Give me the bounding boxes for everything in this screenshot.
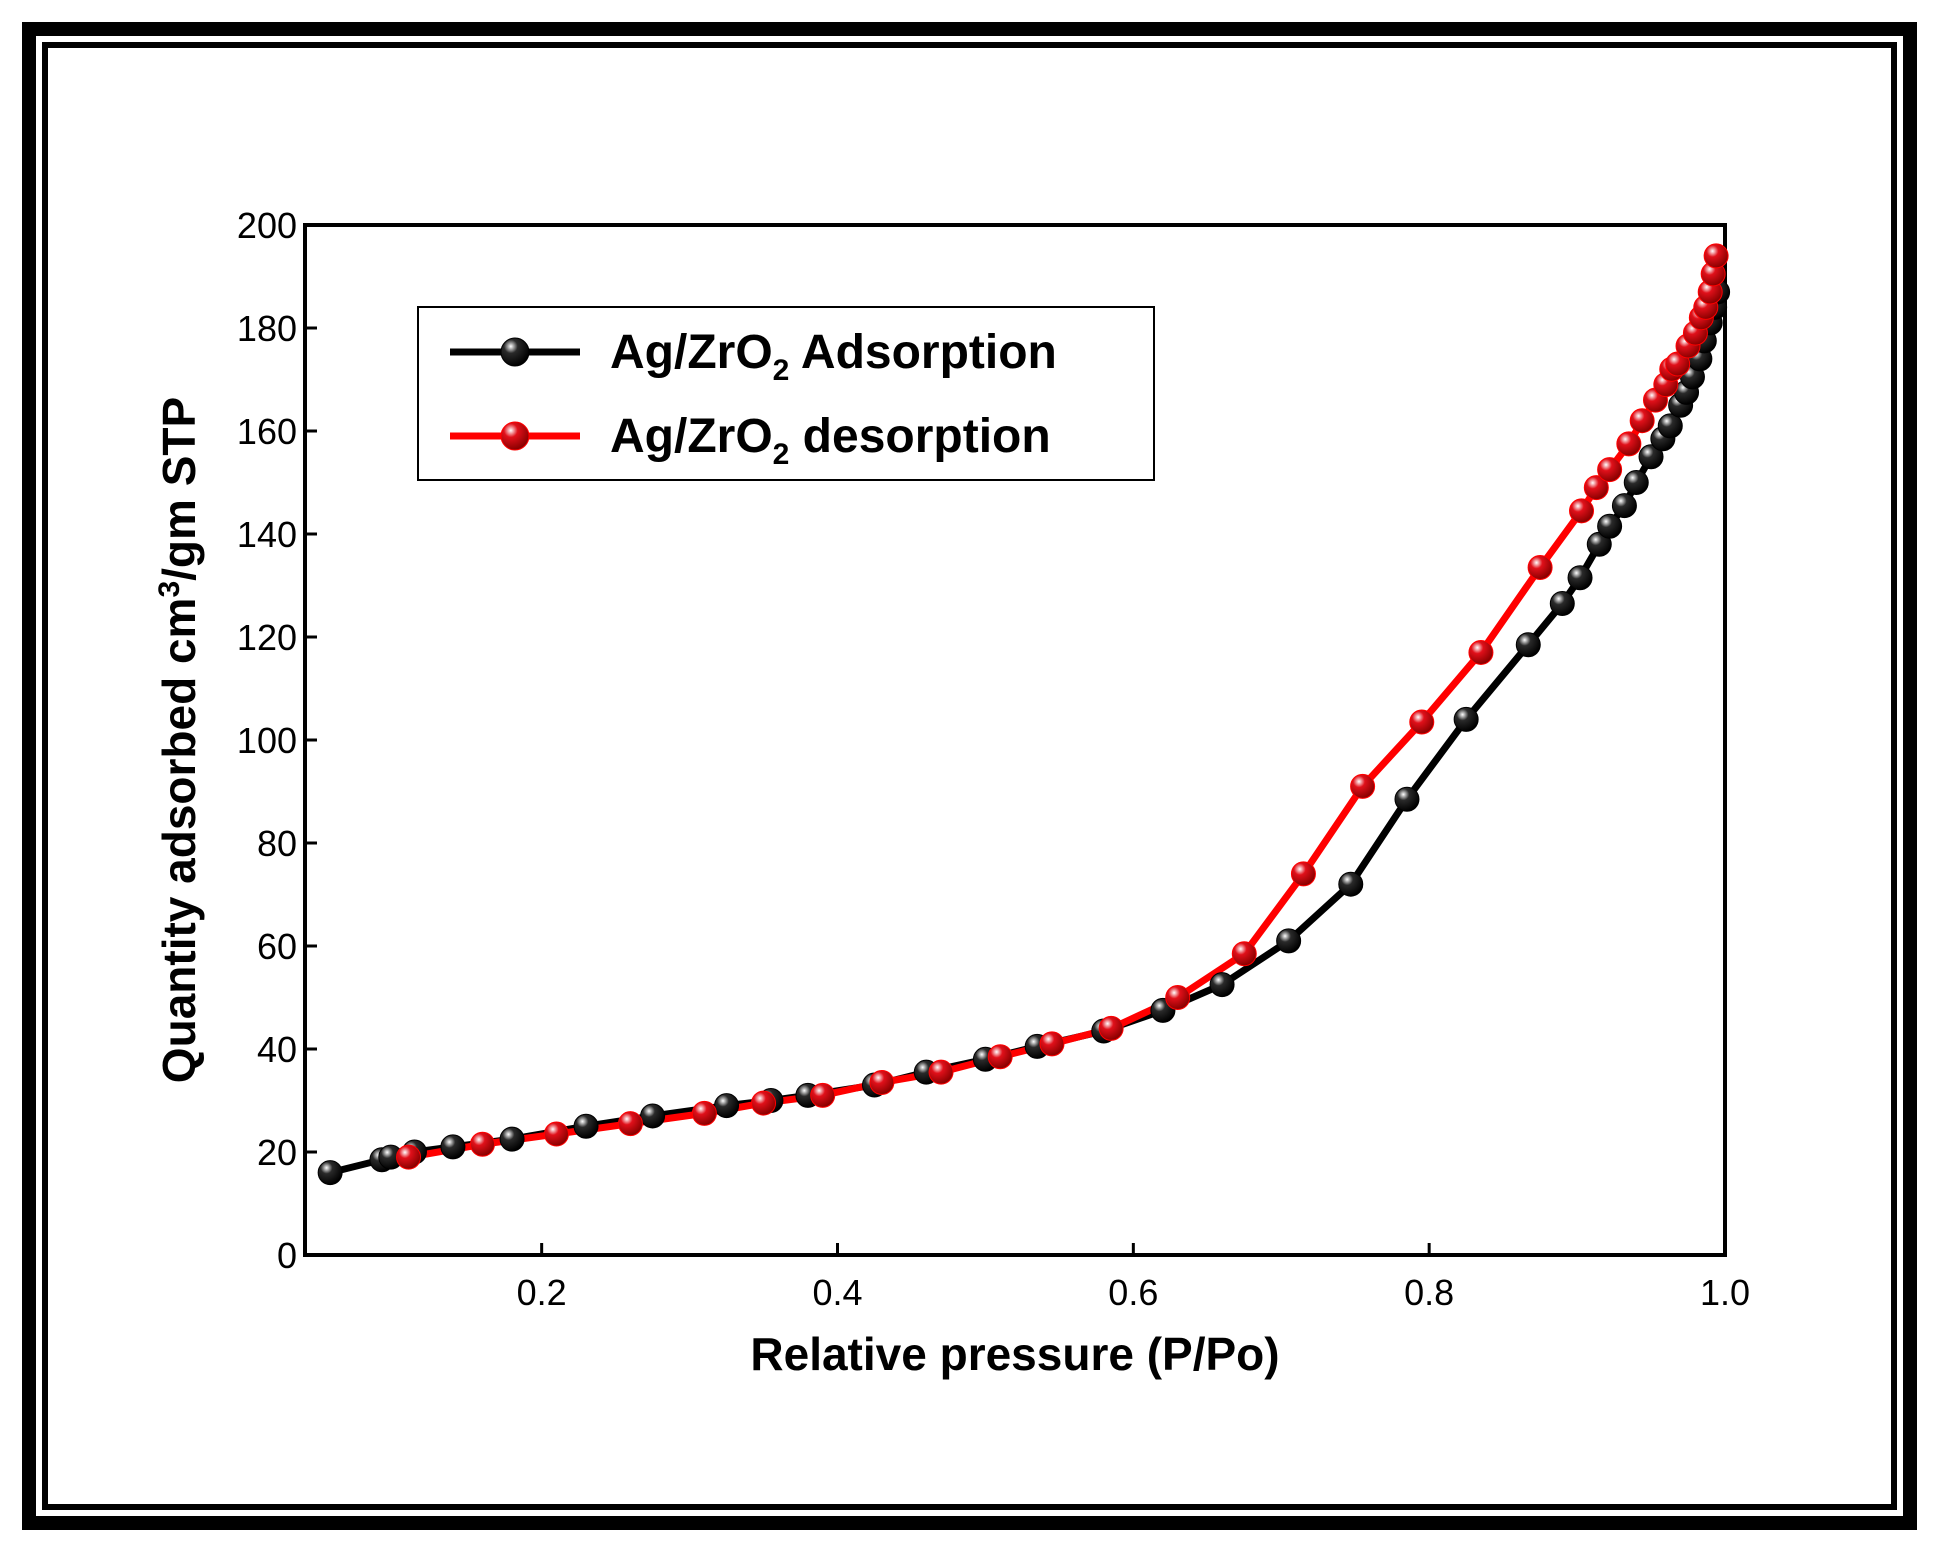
data-point-1: [1597, 457, 1623, 483]
data-point-1: [691, 1100, 717, 1126]
data-point-1: [1039, 1031, 1065, 1057]
y-tick-label: 60: [257, 926, 297, 967]
legend-box: [417, 306, 1155, 481]
legend-adsorption-label-pre: Ag/ZrO: [610, 326, 773, 379]
data-point-1: [1616, 431, 1642, 457]
x-tick-label: 0.8: [1404, 1272, 1454, 1313]
data-point-0: [573, 1113, 599, 1139]
data-point-1: [1703, 243, 1729, 269]
data-point-0: [1549, 591, 1575, 617]
data-point-1: [987, 1044, 1013, 1070]
data-point-1: [751, 1090, 777, 1116]
x-axis-title: Relative pressure (P/Po): [750, 1328, 1279, 1380]
inner-border-frame: [42, 42, 1897, 1510]
legend-adsorption-label: Ag/ZrO2 Adsorption: [610, 326, 1057, 387]
y-tick-label: 100: [237, 720, 297, 761]
legend-desorption-label-pre: Ag/ZrO: [610, 410, 773, 463]
y-tick-labels: 0 20 40 60 80 100 120 140 160 180 200: [237, 205, 297, 1276]
y-tick-label: 120: [237, 617, 297, 658]
data-point-1: [1468, 639, 1494, 665]
data-point-0: [317, 1160, 343, 1186]
data-point-1: [396, 1144, 422, 1170]
legend-adsorption-marker: [500, 337, 530, 367]
x-tick-label: 0.2: [517, 1272, 567, 1313]
data-point-1: [1583, 475, 1609, 501]
data-point-1: [928, 1059, 954, 1085]
y-tick-label: 0: [277, 1235, 297, 1276]
data-point-1: [1629, 408, 1655, 434]
data-point-0: [1638, 444, 1664, 470]
series-layer: [317, 243, 1731, 1186]
data-point-1: [869, 1069, 895, 1095]
data-point-0: [1276, 928, 1302, 954]
y-tick-label: 180: [237, 308, 297, 349]
y-tick-label: 200: [237, 205, 297, 246]
data-point-0: [1611, 493, 1637, 519]
data-point-1: [1098, 1015, 1124, 1041]
data-point-0: [1597, 513, 1623, 539]
y-axis-title: Quantity adsorbed cm3/gm STP: [153, 397, 206, 1083]
data-point-0: [640, 1103, 666, 1129]
y-tick-label: 80: [257, 823, 297, 864]
legend-adsorption-label-post: Adsorption: [789, 326, 1057, 379]
data-point-0: [1515, 632, 1541, 658]
legend-desorption-label-post: desorption: [789, 410, 1050, 463]
data-point-0: [714, 1093, 740, 1119]
plot-area-frame: [303, 223, 1727, 1257]
x-tick-label: 1.0: [1700, 1272, 1750, 1313]
data-point-1: [1165, 985, 1191, 1010]
y-tick-label: 140: [237, 514, 297, 555]
data-point-0: [1209, 972, 1235, 998]
x-tick-label: 0.6: [1108, 1272, 1158, 1313]
y-axis-title-main: Quantity adsorbed cm: [153, 598, 205, 1084]
y-tick-label: 40: [257, 1029, 297, 1070]
outer-border-frame: [22, 22, 1917, 1530]
legend-desorption-label: Ag/ZrO2 desorption: [610, 410, 1051, 471]
legend-desorption-label-sub: 2: [773, 438, 790, 471]
y-axis-title-superscript: 3: [153, 581, 186, 598]
data-point-1: [1527, 554, 1553, 580]
data-point-1: [617, 1111, 643, 1137]
data-point-1: [470, 1131, 495, 1157]
data-point-1: [543, 1121, 569, 1147]
data-point-1: [1409, 709, 1435, 735]
legend-adsorption-label-sub: 2: [773, 354, 790, 387]
data-point-1: [1350, 773, 1376, 799]
data-point-0: [1623, 470, 1649, 495]
legend-desorption-marker: [500, 421, 530, 451]
data-point-1: [810, 1082, 836, 1108]
y-tick-label: 20: [257, 1132, 297, 1173]
y-axis-title-rest: /gm STP: [153, 397, 205, 581]
data-point-1: [1290, 861, 1316, 887]
legend: Ag/ZrO2 Adsorption Ag/ZrO2 desorption: [417, 306, 1155, 481]
x-tick-labels: 0.2 0.4 0.6 0.8 1.0: [517, 1272, 1750, 1313]
data-point-1: [1569, 498, 1595, 524]
y-tick-label: 160: [237, 411, 297, 452]
data-point-0: [440, 1134, 466, 1160]
data-point-0: [1453, 706, 1479, 732]
data-point-0: [1657, 413, 1683, 439]
data-point-0: [1567, 565, 1593, 591]
data-point-0: [1394, 786, 1420, 812]
data-point-0: [499, 1126, 525, 1152]
data-point-0: [1338, 871, 1364, 897]
data-point-1: [1231, 941, 1257, 967]
x-tick-label: 0.4: [812, 1272, 862, 1313]
